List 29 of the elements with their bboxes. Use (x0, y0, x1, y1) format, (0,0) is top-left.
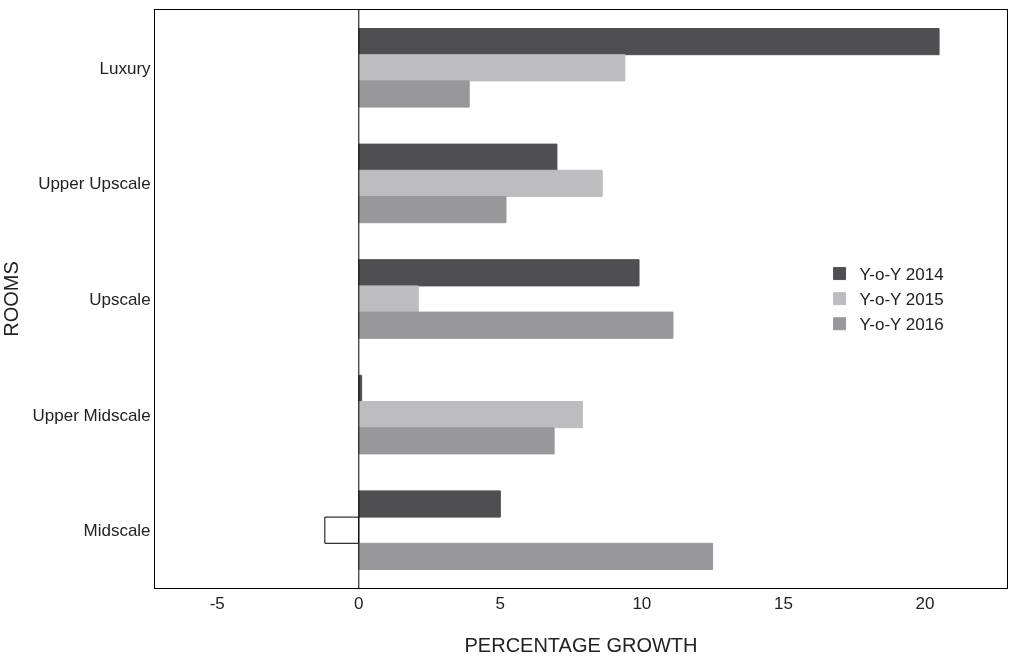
y-tick-label: Upper Upscale (38, 174, 151, 194)
bar (358, 285, 419, 313)
y-tick-label: Midscale (83, 521, 151, 541)
x-tick-label: 20 (915, 594, 935, 614)
x-tick-label: -5 (209, 594, 225, 614)
x-axis-title: PERCENTAGE GROWTH (464, 633, 698, 656)
y-tick-label: Upper Midscale (32, 405, 151, 425)
bar (358, 28, 940, 56)
bar (358, 490, 501, 518)
legend-label: Y-o-Y 2016 (859, 315, 944, 335)
x-tick-label: 15 (773, 594, 793, 614)
bar (358, 401, 583, 429)
bar (358, 259, 640, 287)
y-tick-label: Luxury (99, 58, 152, 78)
bar (358, 311, 674, 339)
bar (358, 169, 603, 197)
bar (358, 427, 555, 455)
bar (358, 143, 558, 171)
bar (358, 80, 470, 108)
legend-label: Y-o-Y 2015 (859, 290, 944, 310)
x-tick-label: 10 (632, 594, 652, 614)
bar (358, 542, 714, 570)
bar (358, 54, 626, 82)
bar (358, 196, 507, 224)
legend-label: Y-o-Y 2014 (859, 265, 944, 285)
y-tick-label: Upscale (89, 289, 151, 309)
x-tick-label: 0 (354, 594, 364, 614)
x-tick-label: 5 (495, 594, 506, 614)
y-axis-title: ROOMS (0, 261, 22, 337)
